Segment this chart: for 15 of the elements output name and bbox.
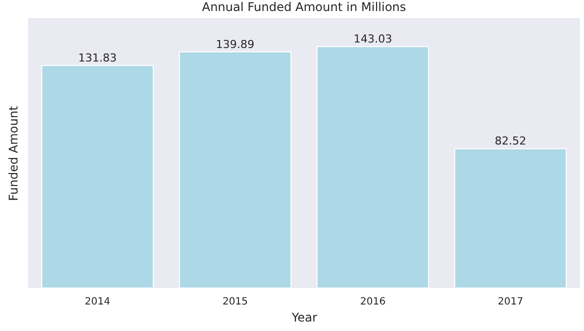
x-tick-label: 2016 xyxy=(360,296,386,308)
x-tick-label: 2015 xyxy=(222,296,248,308)
y-axis-title: Funded Amount xyxy=(6,106,20,202)
data-label: 143.03 xyxy=(354,32,392,46)
bar xyxy=(316,46,430,288)
bar xyxy=(41,65,154,288)
x-tick-label: 2017 xyxy=(498,296,524,308)
bar xyxy=(178,51,292,288)
bar xyxy=(454,148,567,288)
data-label: 131.83 xyxy=(78,52,117,65)
x-axis-title: Year xyxy=(290,310,318,324)
data-label: 139.89 xyxy=(216,38,254,51)
chart-title: Annual Funded Amount in Millions xyxy=(202,0,406,14)
x-tick-label: 2014 xyxy=(84,296,110,308)
data-label: 82.52 xyxy=(494,134,526,148)
